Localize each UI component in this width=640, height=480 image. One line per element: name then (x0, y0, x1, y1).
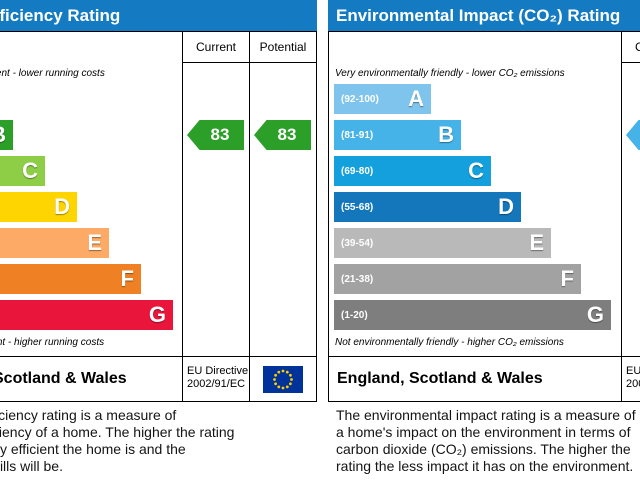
band-range: (1-20) (341, 309, 368, 321)
co2-band-c: (69-80) C (334, 156, 491, 186)
co2-chart-title: Environmental Impact (CO₂) Rating (328, 0, 640, 31)
band-range: (39-54) (341, 237, 374, 249)
energy-description-text: The energy efficiency rating is a measur… (0, 407, 235, 474)
energy-band-g: (1-20) G (0, 300, 173, 330)
band-letter: E (87, 230, 102, 255)
co2-caption-top: Very environmentally friendly - lower CO… (335, 68, 565, 79)
band-letter: F (560, 266, 574, 291)
eu-flag-icon (263, 365, 303, 393)
energy-potential-column-header: Potential (250, 32, 316, 63)
co2-band-g: (1-20) G (334, 300, 611, 330)
eu-directive-line1: EU Directive (187, 365, 249, 377)
band-range: (21-38) (341, 273, 374, 285)
environmental-impact-chart: Environmental Impact (CO₂) Rating Curren… (328, 0, 640, 402)
co2-current-column: Current (621, 32, 640, 356)
co2-chart-footer: England, Scotland & Wales EU Directive 2… (329, 356, 640, 401)
energy-band-f: (21-38) F (0, 264, 141, 294)
band-letter: F (120, 266, 134, 291)
band-letter: C (468, 158, 484, 183)
energy-bands: (92-100) A (81-91) B (69-80) C (55-68) D… (0, 84, 173, 336)
eu-directive-line2: 2002/91/EC (626, 378, 640, 390)
band-letter: G (148, 302, 166, 327)
energy-potential-rating-value: 83 (277, 125, 297, 144)
energy-chart-footer: England, Scotland & Wales EU Directive 2… (0, 356, 316, 401)
co2-band-d: (55-68) D (334, 192, 521, 222)
energy-band-d: (55-68) D (0, 192, 77, 222)
energy-caption-bottom: Not energy efficient - higher running co… (0, 337, 105, 348)
co2-band-e: (39-54) E (334, 228, 551, 258)
energy-efficiency-chart: Energy Efficiency Rating Current Potenti… (0, 0, 317, 402)
energy-current-rating-arrow: 83 (187, 120, 244, 150)
co2-band-a: (92-100) A (334, 84, 431, 114)
energy-band-e: (39-54) E (0, 228, 109, 258)
co2-bands: (92-100) A (81-91) B (69-80) C (55-68) D… (334, 84, 611, 336)
energy-region-label: England, Scotland & Wales (0, 370, 127, 387)
energy-eu-flag-cell (249, 357, 316, 401)
energy-potential-rating-arrow: 83 (254, 120, 311, 150)
energy-current-column-header: Current (183, 32, 249, 63)
band-letter: B (438, 122, 454, 147)
band-letter: D (498, 194, 514, 219)
co2-band-b: (81-91) B (334, 120, 461, 150)
energy-current-rating-value: 83 (210, 125, 230, 144)
energy-potential-column: Potential (249, 32, 316, 356)
energy-band-c: (69-80) C (0, 156, 45, 186)
co2-band-f: (21-38) F (334, 264, 581, 294)
band-range: (55-68) (341, 201, 374, 213)
energy-caption-top: Very energy efficient - lower running co… (0, 68, 105, 79)
band-letter: D (54, 194, 70, 219)
eu-directive-line1: EU Directive (626, 365, 640, 377)
energy-chart-body: Current Potential Very energy efficient … (0, 31, 317, 402)
band-range: (69-80) (341, 165, 374, 177)
co2-chart-body: Current Potential Very environmentally f… (328, 31, 640, 402)
eu-directive-line2: 2002/91/EC (187, 378, 246, 390)
energy-eu-directive-label: EU Directive 2002/91/EC (182, 357, 249, 401)
band-range: (92-100) (341, 93, 379, 105)
co2-description-text: The environmental impact rating is a mea… (336, 407, 636, 474)
band-letter: G (586, 302, 604, 327)
band-range: (81-91) (341, 129, 374, 141)
band-letter: A (408, 86, 424, 111)
co2-eu-directive-label: EU Directive 2002/91/EC (621, 357, 640, 401)
band-letter: C (22, 158, 38, 183)
energy-band-b: (81-91) B (0, 120, 13, 150)
co2-current-column-header: Current (622, 32, 640, 63)
co2-caption-bottom: Not environmentally friendly - higher CO… (335, 337, 564, 348)
band-letter: B (0, 124, 6, 146)
energy-current-column: Current (182, 32, 249, 356)
co2-region-label: England, Scotland & Wales (337, 370, 543, 387)
energy-chart-title: Energy Efficiency Rating (0, 0, 317, 31)
band-letter: E (529, 230, 544, 255)
